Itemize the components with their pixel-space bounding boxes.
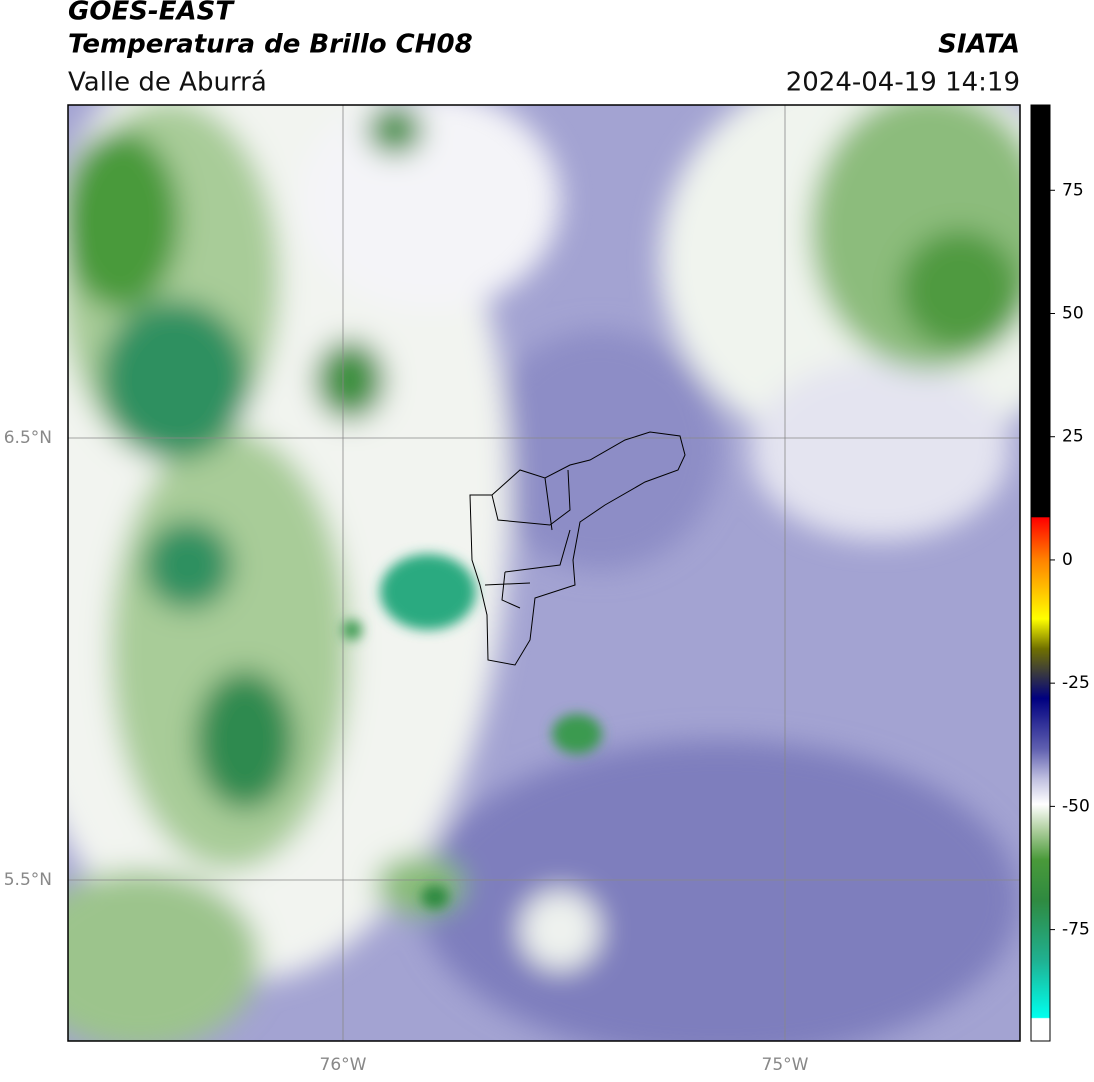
title: Temperatura de Brillo CH08: [68, 30, 473, 60]
lat-label: 6.5°N: [4, 428, 52, 448]
source: SIATA: [938, 30, 1020, 60]
colorbar-tick-label: 0: [1062, 550, 1073, 570]
map-field: [68, 105, 1020, 1041]
colorbar-tick-label: -50: [1062, 796, 1090, 816]
colorbar-tick-label: 75: [1062, 180, 1084, 200]
colorbar-tick-label: 25: [1062, 427, 1084, 447]
title: GOES-EAST: [68, 0, 235, 27]
lat-label: 5.5°N: [4, 870, 52, 890]
graticule: [68, 105, 1020, 1041]
subtitle: Valle de Aburrá: [68, 68, 267, 98]
colorbar: [1030, 104, 1051, 1042]
valley-outline: [469, 431, 686, 666]
colorbar-tick-label: -25: [1062, 673, 1090, 693]
colorbar-tick-label: 50: [1062, 303, 1084, 323]
datetime: 2024-04-19 14:19: [786, 68, 1020, 98]
lon-label: 75°W: [762, 1055, 809, 1075]
map-frame: [67, 104, 1021, 1042]
colorbar-tick-label: -75: [1062, 920, 1090, 940]
lon-label: 76°W: [320, 1055, 367, 1075]
